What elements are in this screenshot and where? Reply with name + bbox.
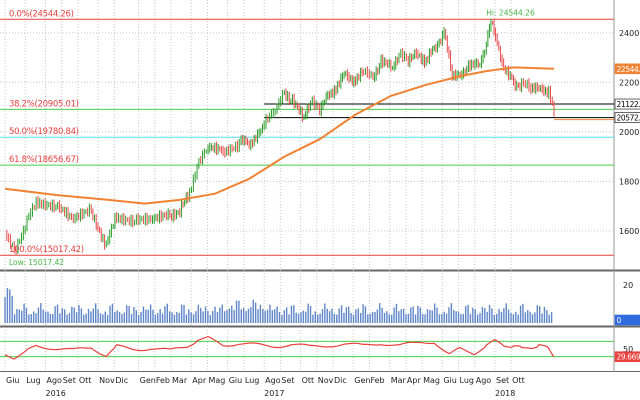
x-tick-label: Feb — [156, 376, 170, 385]
x-tick-label: Lug — [460, 376, 474, 385]
x-tick-label: Nov — [318, 376, 334, 385]
value-tag-box — [614, 112, 640, 123]
x-tick-label: Feb — [370, 376, 384, 385]
y-tick-label: 24000 — [619, 29, 640, 38]
x-tick-label: Gen — [354, 376, 370, 385]
x-tick-label: Ago — [46, 376, 62, 385]
x-tick-label: Ott — [512, 376, 525, 385]
x-tick-label: Dic — [115, 376, 128, 385]
value-tag-box — [614, 351, 640, 363]
x-tick-label: Apr — [192, 376, 207, 385]
value-tag-text: 21122.00 — [617, 100, 640, 109]
oscillator-line — [4, 335, 555, 360]
x-tick-label: Gen — [140, 376, 156, 385]
x-tick-label: Mag — [208, 376, 225, 385]
x-year-label: 2017 — [264, 389, 284, 398]
x-tick-label: Ott — [79, 376, 92, 385]
x-tick-label: Set — [281, 376, 294, 385]
value-tag-text: 20572.22 — [617, 114, 640, 123]
y-tick-label: 16000 — [619, 227, 640, 236]
x-tick-label: Ott — [302, 376, 315, 385]
y-tick-label: 18000 — [619, 177, 640, 186]
x-axis: 16000180002000022000240002050GiuLugAgoSe… — [6, 29, 640, 398]
x-tick-label: Mag — [423, 376, 440, 385]
price-panel: 0.0%(24544.26) 38.2%(20905.01) 50.0%(19780… — [0, 8, 614, 267]
x-tick-label: Set — [496, 376, 509, 385]
x-tick-label: Dic — [334, 376, 347, 385]
value-tag-text: 0 — [617, 316, 622, 325]
x-tick-label: Giu — [443, 376, 457, 385]
y-tick-label: 50 — [623, 345, 633, 354]
x-year-label: 2018 — [495, 389, 515, 398]
x-tick-label: Ago — [476, 376, 492, 385]
fib-level-label: 0.0%(24544.26) — [9, 9, 74, 19]
value-tag-box — [614, 63, 640, 75]
low-label: Low: 15017.42 — [9, 258, 64, 267]
y-tick-label: 20 — [623, 281, 633, 290]
value-tags: 22544.99 21122.00 20572.22 0 29.6692 — [614, 63, 640, 363]
x-tick-label: Giu — [6, 376, 20, 385]
x-tick-label: Nov — [99, 376, 115, 385]
fib-level-label: 50.0%(19780.84) — [9, 127, 79, 137]
oscillator-panel — [0, 335, 614, 360]
fib-level-label: 61.8%(18656.67) — [9, 155, 79, 165]
value-tag-text: 22544.99 — [617, 65, 640, 74]
high-label: Hi: 24544.26 — [486, 8, 535, 17]
x-year-label: 2016 — [45, 389, 65, 398]
y-tick-label: 20000 — [619, 128, 640, 137]
volume-panel — [4, 288, 553, 323]
x-tick-label: Apr — [407, 376, 422, 385]
value-tag-box — [614, 314, 640, 326]
moving-average-line — [4, 66, 555, 205]
value-tag-box — [614, 98, 640, 110]
x-tick-label: Giu — [229, 376, 243, 385]
x-tick-label: Mar — [172, 376, 188, 385]
fib-level-label: 38.2%(20905.01) — [9, 99, 79, 109]
x-tick-label: Lug — [26, 376, 40, 385]
x-tick-label: Ago — [265, 376, 281, 385]
fib-level-label: 100.0%(15017.42) — [9, 245, 84, 255]
x-tick-label: Lug — [245, 376, 259, 385]
value-tag-text: 29.6692 — [617, 353, 640, 362]
x-tick-label: Set — [63, 376, 76, 385]
x-tick-label: Mar — [391, 376, 407, 385]
y-tick-label: 22000 — [619, 78, 640, 87]
